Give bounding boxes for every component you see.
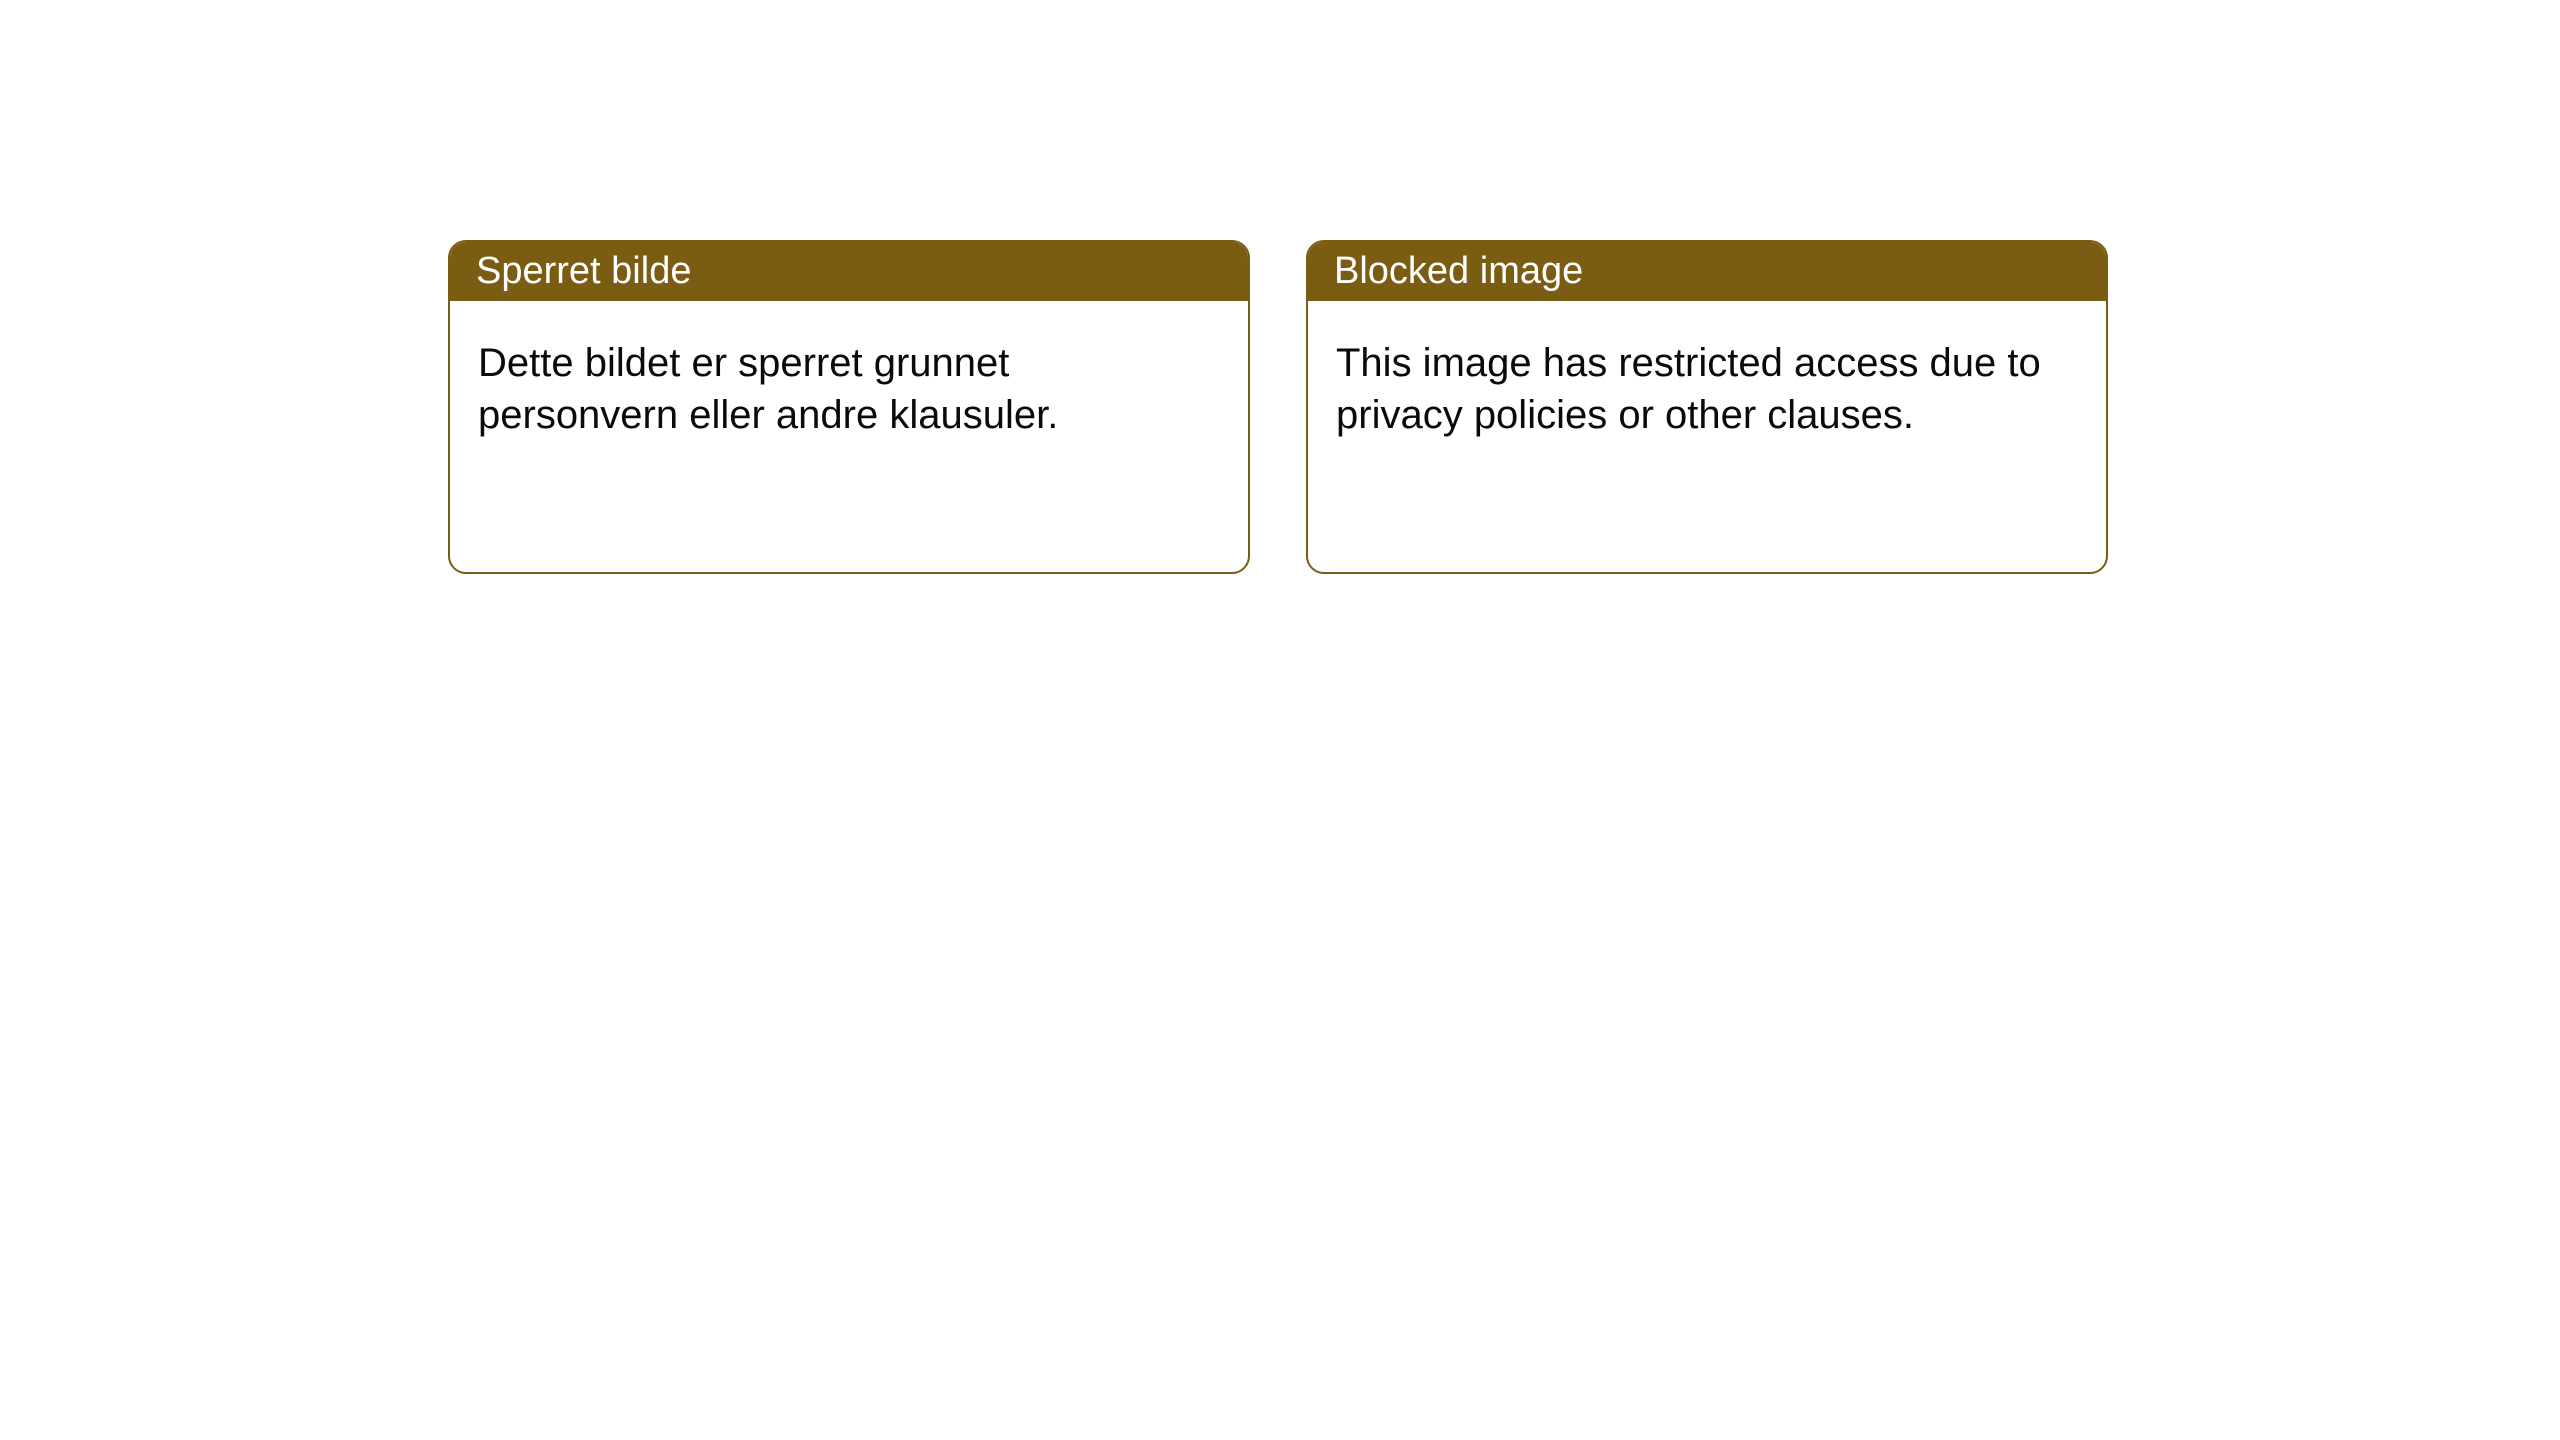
card-body-text: This image has restricted access due to … (1336, 341, 2041, 437)
notice-card-norwegian: Sperret bilde Dette bildet er sperret gr… (448, 240, 1250, 574)
card-header: Blocked image (1308, 242, 2106, 301)
notice-card-english: Blocked image This image has restricted … (1306, 240, 2108, 574)
notice-container: Sperret bilde Dette bildet er sperret gr… (0, 0, 2560, 574)
card-title: Blocked image (1334, 250, 1583, 292)
card-body-text: Dette bildet er sperret grunnet personve… (478, 341, 1058, 437)
card-body: Dette bildet er sperret grunnet personve… (450, 301, 1248, 572)
card-body: This image has restricted access due to … (1308, 301, 2106, 572)
card-title: Sperret bilde (476, 250, 691, 292)
card-header: Sperret bilde (450, 242, 1248, 301)
